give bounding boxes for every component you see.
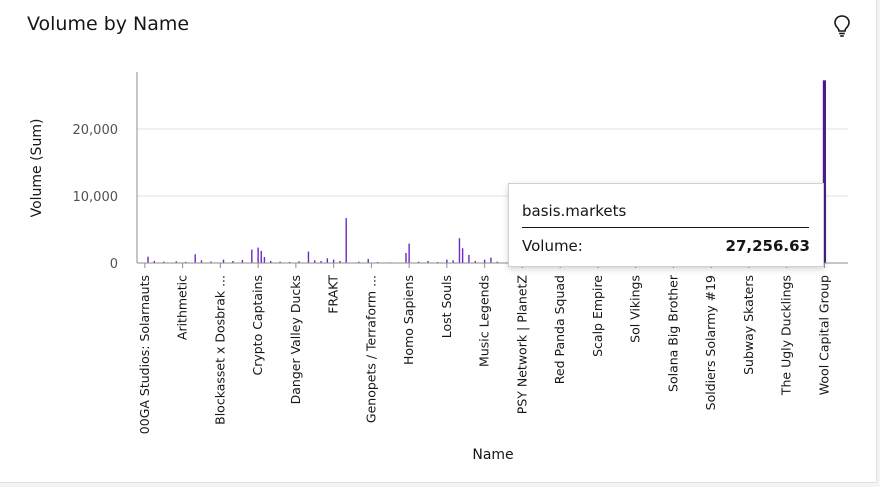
x-tick-label: 00GA Studios: Solarnauts bbox=[137, 275, 152, 434]
bar[interactable] bbox=[260, 250, 262, 263]
x-tick-label: Music Legends bbox=[477, 275, 492, 367]
bar[interactable] bbox=[461, 248, 464, 263]
bar[interactable] bbox=[458, 238, 461, 263]
bars bbox=[147, 80, 827, 263]
bar[interactable] bbox=[490, 257, 492, 263]
x-tick-label: PSY Network | PlanetZ bbox=[514, 275, 529, 414]
x-tick-label: Wool Capital Group bbox=[816, 275, 831, 395]
x-tick-label: FRAKT bbox=[326, 275, 341, 314]
bar[interactable] bbox=[332, 259, 335, 263]
bar[interactable] bbox=[298, 261, 300, 263]
bar[interactable] bbox=[446, 259, 448, 263]
bar[interactable] bbox=[241, 259, 244, 263]
bar[interactable] bbox=[232, 260, 234, 263]
chart-title: Volume by Name bbox=[27, 13, 190, 35]
bar[interactable] bbox=[194, 254, 196, 263]
x-tick-label: Arithmetic bbox=[175, 275, 190, 340]
bar[interactable] bbox=[339, 260, 341, 263]
bar[interactable] bbox=[147, 256, 149, 263]
bar[interactable] bbox=[222, 259, 225, 263]
bar[interactable] bbox=[358, 261, 360, 263]
bar[interactable] bbox=[279, 261, 281, 263]
bar[interactable] bbox=[307, 251, 310, 263]
bar[interactable] bbox=[200, 260, 203, 263]
bar[interactable] bbox=[320, 260, 322, 263]
x-tick-label: Sol Vikings bbox=[628, 275, 643, 343]
bar[interactable] bbox=[257, 247, 259, 263]
bar[interactable] bbox=[175, 261, 178, 263]
tooltip-name: basis.markets bbox=[522, 202, 627, 220]
x-tick-label: Solana Big Brother bbox=[665, 274, 680, 392]
y-tick-label: 20,000 bbox=[73, 123, 119, 138]
x-tick-label: Homo Sapiens bbox=[401, 275, 416, 365]
tooltip: basis.markets Volume: 27,256.63 bbox=[508, 183, 824, 267]
bar[interactable] bbox=[427, 260, 429, 263]
bar[interactable] bbox=[452, 260, 454, 263]
bar[interactable] bbox=[251, 249, 253, 263]
bar[interactable] bbox=[496, 261, 498, 263]
bar[interactable] bbox=[436, 261, 439, 263]
bar[interactable] bbox=[483, 259, 486, 263]
lightbulb-icon[interactable] bbox=[832, 14, 852, 38]
x-tick-label: Lost Souls bbox=[439, 275, 454, 338]
bar[interactable] bbox=[314, 260, 316, 263]
bar[interactable] bbox=[185, 261, 187, 263]
bar[interactable] bbox=[288, 261, 291, 263]
tooltip-value: 27,256.63 bbox=[725, 237, 810, 255]
bar[interactable] bbox=[153, 260, 156, 263]
bar[interactable] bbox=[405, 252, 407, 263]
bar[interactable] bbox=[270, 260, 272, 263]
x-tick-label: Crypto Captains bbox=[250, 275, 265, 376]
bar[interactable] bbox=[376, 261, 379, 263]
bar[interactable] bbox=[263, 256, 266, 263]
y-tick-label: 0 bbox=[110, 257, 118, 272]
x-tick-label: Subway Skaters bbox=[741, 275, 756, 375]
x-axis-ticks: 00GA Studios: Solarnauts Arithmetic Blocka… bbox=[137, 263, 831, 434]
tooltip-divider bbox=[522, 227, 809, 228]
y-tick-label: 10,000 bbox=[73, 190, 119, 205]
bar[interactable] bbox=[822, 80, 827, 263]
x-tick-label: Scalp Empire bbox=[590, 275, 605, 357]
bar[interactable] bbox=[468, 254, 470, 263]
x-tick-label: Blockasset x Dosbrak ... bbox=[212, 275, 227, 425]
x-tick-label: Red Panda Squad bbox=[552, 275, 567, 384]
x-tick-label: Genopets / Terraform ... bbox=[363, 275, 378, 423]
bar[interactable] bbox=[408, 243, 410, 263]
bar[interactable] bbox=[417, 261, 420, 263]
y-axis-title: Volume (Sum) bbox=[29, 119, 45, 218]
bar[interactable] bbox=[474, 260, 476, 263]
bar[interactable] bbox=[345, 218, 347, 263]
x-tick-label: Danger Valley Ducks bbox=[288, 275, 303, 404]
y-axis-ticks: 0 10,000 20,000 bbox=[73, 123, 119, 272]
bar[interactable] bbox=[326, 258, 329, 263]
bar[interactable] bbox=[210, 261, 212, 263]
x-tick-label: The Ugly Ducklings bbox=[779, 275, 794, 396]
bar[interactable] bbox=[163, 261, 165, 263]
x-tick-label: Soldiers Solarmy #19 bbox=[703, 275, 718, 410]
tooltip-label: Volume: bbox=[522, 237, 583, 255]
bar[interactable] bbox=[367, 258, 369, 263]
x-axis-title: Name bbox=[472, 447, 513, 463]
